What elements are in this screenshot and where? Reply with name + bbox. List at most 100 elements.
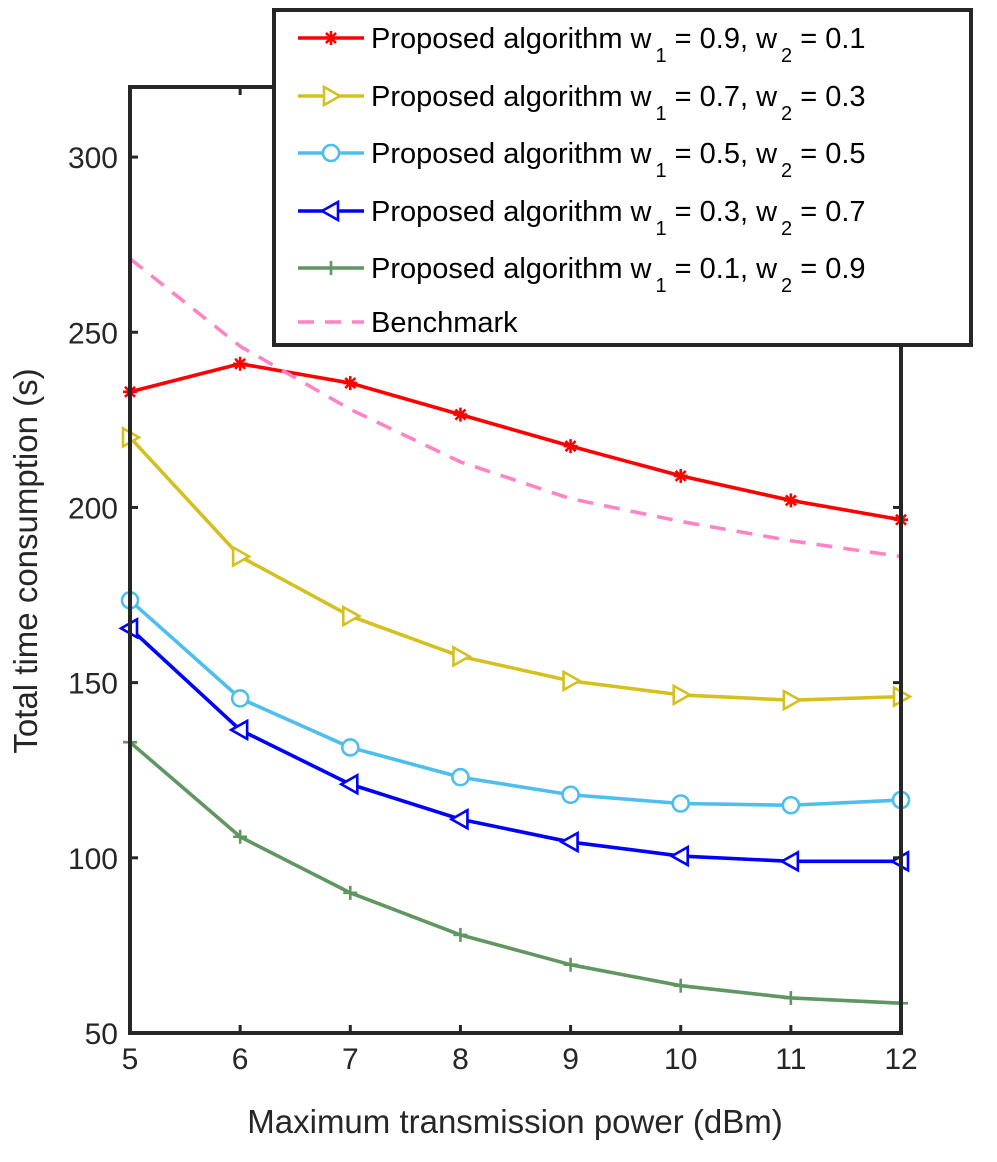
- series-2-point-5: [562, 669, 583, 693]
- x-tick-label-6: 6: [232, 1043, 249, 1076]
- legend-item-2: Proposed algorithm w1 = 0.7, w2 = 0.3: [298, 81, 866, 125]
- series-1-point-5: [563, 439, 578, 454]
- legend-label-1: Proposed algorithm w1 = 0.9, w2 = 0.1: [371, 23, 866, 67]
- legend-label-part-5-4: = 0.9: [792, 253, 865, 285]
- x-tick-label-11: 11: [775, 1043, 806, 1076]
- legend-label-part-1-1: 1: [655, 45, 666, 67]
- series-3-point-5: [561, 785, 580, 805]
- series-1-point-3: [343, 376, 358, 391]
- y-tick-label-150: 150: [68, 668, 118, 701]
- legend-label-6: Benchmark: [371, 307, 518, 339]
- series-5-point-4: [453, 927, 468, 942]
- series-3: [120, 590, 911, 815]
- series-2-point-3: [341, 604, 362, 628]
- series-2-point-7: [782, 688, 803, 712]
- legend-label-part-4-3: 2: [781, 218, 792, 240]
- legend-label-part-4-2: = 0.3, w: [667, 196, 778, 228]
- series-4-point-7: [779, 850, 800, 873]
- legend-box: [272, 8, 973, 347]
- series-4-point-2: [228, 718, 249, 742]
- series-1-line: [129, 361, 902, 522]
- legend-label-part-6-0: Benchmark: [371, 307, 518, 339]
- series-3-line: [128, 598, 902, 808]
- series-4-line: [128, 626, 901, 864]
- legend-label-part-2-3: 2: [781, 103, 792, 125]
- series-1-point-6: [673, 468, 688, 483]
- x-tick-label-7: 7: [342, 1043, 359, 1076]
- legend-label-part-3-0: Proposed algorithm w: [371, 138, 653, 170]
- legend-marker-4: [319, 199, 340, 223]
- series-1-point-7: [783, 493, 798, 508]
- series-2-point-4: [452, 645, 473, 668]
- legend-label-part-3-4: = 0.5: [792, 138, 865, 170]
- legend-marker-2: [322, 84, 343, 108]
- legend-label-part-5-2: = 0.1, w: [667, 253, 778, 285]
- x-tick-label-8: 8: [452, 1043, 469, 1076]
- legend-label-part-1-2: = 0.9, w: [667, 23, 778, 55]
- series-1: [123, 356, 908, 527]
- legend-label-part-4-4: = 0.7: [792, 196, 865, 228]
- series-1-point-5-stroke-3: [564, 440, 577, 453]
- legend-label-part-2-4: = 0.3: [792, 81, 865, 113]
- series-3-point-2: [230, 689, 250, 708]
- series-5-point-2: [233, 829, 248, 844]
- legend-label-4: Proposed algorithm w1 = 0.3, w2 = 0.7: [371, 196, 866, 240]
- series-5-line: [128, 740, 902, 1006]
- series-3-point-6: [671, 794, 691, 813]
- legend-label-part-1-3: 2: [781, 45, 792, 67]
- x-tick-label-12: 12: [884, 1043, 917, 1076]
- series-2-line: [128, 436, 902, 702]
- series-2: [121, 426, 913, 712]
- legend-label-part-3-1: 1: [655, 160, 666, 182]
- legend-item-1: Proposed algorithm w1 = 0.9, w2 = 0.1: [298, 23, 866, 67]
- y-tick-label-300: 300: [68, 142, 118, 175]
- series-4-point-5: [558, 830, 579, 854]
- legend-label-part-5-3: 2: [781, 275, 792, 297]
- legend-item-3: Proposed algorithm w1 = 0.5, w2 = 0.5: [298, 138, 866, 182]
- legend: Proposed algorithm w1 = 0.9, w2 = 0.1Pro…: [272, 8, 973, 347]
- series-5-point-3: [343, 885, 358, 900]
- legend-marker-5: [324, 261, 338, 275]
- y-axis-label: Total time consumption (s): [7, 368, 44, 753]
- legend-label-part-5-0: Proposed algorithm w: [371, 253, 653, 285]
- series-5-point-5: [563, 957, 578, 972]
- series-1-point-4: [453, 407, 468, 422]
- series-5-point-6: [673, 978, 688, 993]
- legend-label-part-2-2: = 0.7, w: [667, 81, 778, 113]
- x-tick-label-5: 5: [122, 1043, 139, 1076]
- legend-label-part-3-3: 2: [781, 160, 792, 182]
- legend-item-4: Proposed algorithm w1 = 0.3, w2 = 0.7: [298, 196, 866, 240]
- series-1-point-7-stroke-3: [784, 494, 797, 507]
- series-1-point-3-stroke-3: [344, 377, 357, 390]
- legend-label-2: Proposed algorithm w1 = 0.7, w2 = 0.3: [371, 81, 866, 125]
- y-tick-label-50: 50: [85, 1018, 118, 1051]
- legend-label-5: Proposed algorithm w1 = 0.1, w2 = 0.9: [371, 253, 866, 297]
- series-1-point-6-stroke-3: [674, 469, 687, 482]
- y-tick-label-200: 200: [68, 492, 118, 525]
- x-tick-label-9: 9: [562, 1043, 579, 1076]
- legend-label-3: Proposed algorithm w1 = 0.5, w2 = 0.5: [371, 138, 866, 182]
- legend-marker-3: [321, 143, 341, 163]
- series-1-point-4-stroke-3: [454, 408, 467, 421]
- series-5-point-7: [783, 990, 798, 1005]
- legend-marker-1-stroke-3: [325, 32, 337, 44]
- legend-label-part-1-4: = 0.1: [792, 23, 865, 55]
- legend-item-6: Benchmark: [298, 307, 518, 339]
- series-6-line: [128, 257, 902, 559]
- x-tick-label-10: 10: [664, 1043, 697, 1076]
- legend-label-part-3-2: = 0.5, w: [667, 138, 778, 170]
- x-axis-label: Maximum transmission power (dBm): [247, 1103, 782, 1140]
- legend-label-part-5-1: 1: [655, 275, 666, 297]
- series-4-point-6: [669, 844, 690, 868]
- legend-label-part-2-1: 1: [655, 103, 666, 125]
- series-6: [128, 257, 902, 559]
- series-layer: [118, 257, 913, 1011]
- legend-label-part-4-0: Proposed algorithm w: [371, 196, 653, 228]
- series-2-point-6: [672, 683, 693, 707]
- y-tick-label-100: 100: [68, 843, 118, 876]
- legend-label-part-2-0: Proposed algorithm w: [371, 81, 653, 113]
- legend-item-5: Proposed algorithm w1 = 0.1, w2 = 0.9: [298, 253, 866, 297]
- legend-label-part-4-1: 1: [655, 218, 666, 240]
